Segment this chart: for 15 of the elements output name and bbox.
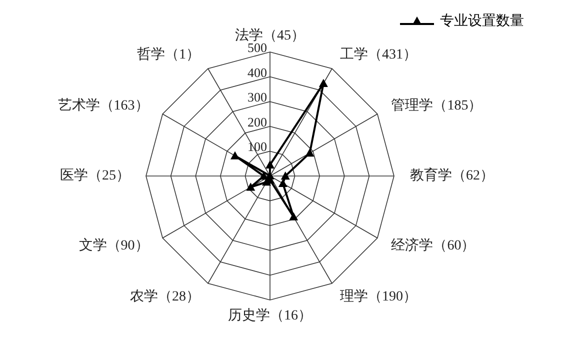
y-tick-label: 300 xyxy=(248,90,267,105)
spoke-label: 哲学（1） xyxy=(137,46,200,62)
spoke-label: 历史学（16） xyxy=(228,308,312,324)
spoke-label: 教育学（62） xyxy=(410,166,494,184)
spoke-label: 管理学（185） xyxy=(391,98,482,114)
spoke-label: 经济学（60） xyxy=(391,238,476,254)
spoke-label: 艺术学（163） xyxy=(58,98,149,114)
spoke-label: 文学（90） xyxy=(78,238,149,254)
spoke-label: 医学（25） xyxy=(60,168,130,184)
legend-label: 专业设置数量 xyxy=(440,12,524,30)
spoke-label: 农学（28） xyxy=(130,288,200,305)
y-tick-label: 400 xyxy=(248,64,267,80)
spoke-label: 理学（190） xyxy=(340,288,417,305)
spoke-label: 工学（431） xyxy=(340,46,417,62)
y-tick-label: 200 xyxy=(248,114,267,130)
